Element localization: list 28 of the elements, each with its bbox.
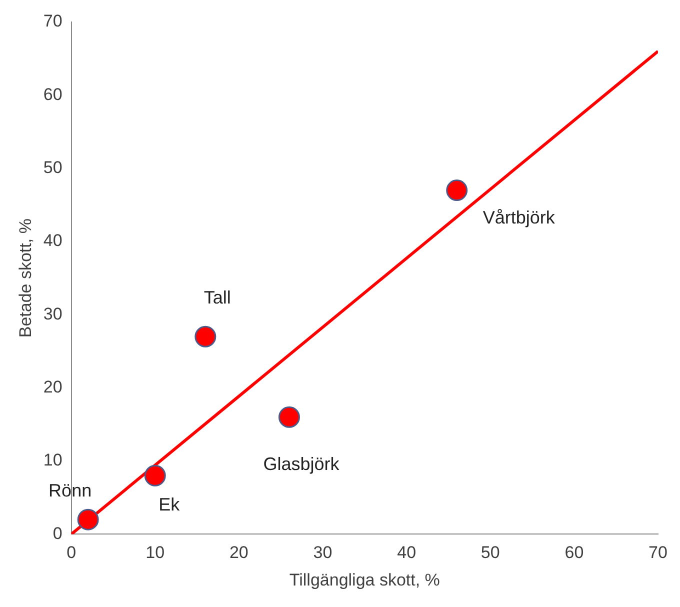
point xyxy=(77,508,99,530)
point xyxy=(194,326,216,348)
y-tick-label: 40 xyxy=(43,231,62,250)
y-tick-label: 30 xyxy=(43,304,62,324)
point xyxy=(278,406,300,428)
y-tick-label: 50 xyxy=(43,158,62,178)
point xyxy=(446,180,468,202)
annotation: Vårtbjörk xyxy=(482,207,556,228)
y-tick-label: 20 xyxy=(43,378,62,397)
annotation: Glasbjörk xyxy=(263,454,340,474)
x-tick-label: 60 xyxy=(564,543,584,562)
point xyxy=(144,464,166,486)
y-tick-label: 10 xyxy=(43,450,62,470)
y-tick-label: 60 xyxy=(43,84,62,104)
y-tick-label: 70 xyxy=(43,12,62,31)
x-tick-label: 0 xyxy=(66,543,76,562)
annotation: Tall xyxy=(204,288,231,308)
x-tick-label: 70 xyxy=(648,543,668,562)
x-tick-label: 30 xyxy=(313,543,332,562)
y-tick-label: 0 xyxy=(52,524,62,543)
x-tick-label: 10 xyxy=(146,543,165,562)
annotation: Rönn xyxy=(48,480,92,501)
x-tick-label: 40 xyxy=(397,543,416,562)
annotation: Ek xyxy=(158,494,181,515)
y-axis-title: Betade skott, % xyxy=(16,218,35,338)
x-axis-title: Tillgängliga skott, % xyxy=(289,570,440,590)
x-tick-label: 50 xyxy=(480,543,500,562)
x-tick-label: 20 xyxy=(229,543,248,562)
